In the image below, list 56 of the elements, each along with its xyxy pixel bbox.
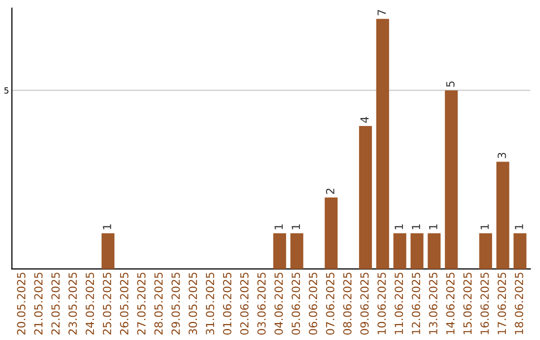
data-label: 1 [292,224,300,230]
x-tick-label: 17.06.2025 [498,272,506,334]
x-tick-label: 13.06.2025 [428,272,438,334]
data-label: 1 [412,224,420,230]
x-tick-label: 30.05.2025 [188,272,198,334]
x-tick-label: 23.05.2025 [68,272,77,335]
x-tick-label: 07.06.2025 [326,272,334,335]
bar [376,18,390,269]
data-label: 1 [429,224,438,230]
x-tick-label: 10.06.2025 [377,272,386,334]
x-tick-label: 11.06.2025 [394,272,404,334]
x-tick-label: 28.05.2025 [154,272,163,335]
bar [410,233,424,269]
x-tick-label: 04.06.2025 [274,272,283,335]
x-tick-label: 31.05.2025 [206,272,214,334]
bar [479,233,492,269]
x-tick-label: 16.06.2025 [480,272,489,334]
data-label: 1 [480,224,489,230]
data-label: 1 [102,224,112,230]
bar [496,162,510,269]
bar [359,126,372,269]
bar [102,233,114,269]
data-label: 1 [514,224,524,230]
data-label: 7 [378,10,386,16]
bar [290,233,304,269]
x-tick-label: 09.06.2025 [360,272,369,335]
x-tick-label: 15.06.2025 [463,272,472,334]
bar [444,90,458,269]
x-tick-label: 26.05.2025 [120,272,128,335]
data-label: 2 [326,188,334,194]
data-label: 1 [394,224,403,230]
x-tick-label: 25.05.2025 [102,272,112,335]
bar [428,233,441,269]
bar [273,233,286,269]
x-tick-label: 27.05.2025 [137,272,146,335]
data-label: 3 [498,152,506,158]
bar [514,233,526,269]
x-tick-label: 03.06.2025 [257,272,266,335]
bar [324,197,338,269]
x-tick-label: 20.05.2025 [17,272,26,335]
x-tick-label: 29.05.2025 [171,272,180,335]
data-label: 1 [274,224,283,230]
x-tick-label: 18.06.2025 [514,272,524,334]
x-tick-label: 08.06.2025 [343,272,352,335]
x-tick-label: 22.05.2025 [51,272,60,335]
x-tick-label: 05.06.2025 [292,272,300,335]
data-label: 5 [446,81,455,87]
data-label: 4 [360,116,369,123]
x-tick-label: 21.05.2025 [34,272,43,335]
x-tick-label: 24.05.2025 [86,272,94,335]
x-tick-label: 14.06.2025 [446,272,455,334]
x-tick-label: 06.06.2025 [308,272,318,335]
x-tick-label: 02.06.2025 [240,272,249,335]
bar [393,233,406,269]
x-tick-label: 12.06.2025 [412,272,420,334]
x-tick-label: 01.06.2025 [222,272,232,335]
